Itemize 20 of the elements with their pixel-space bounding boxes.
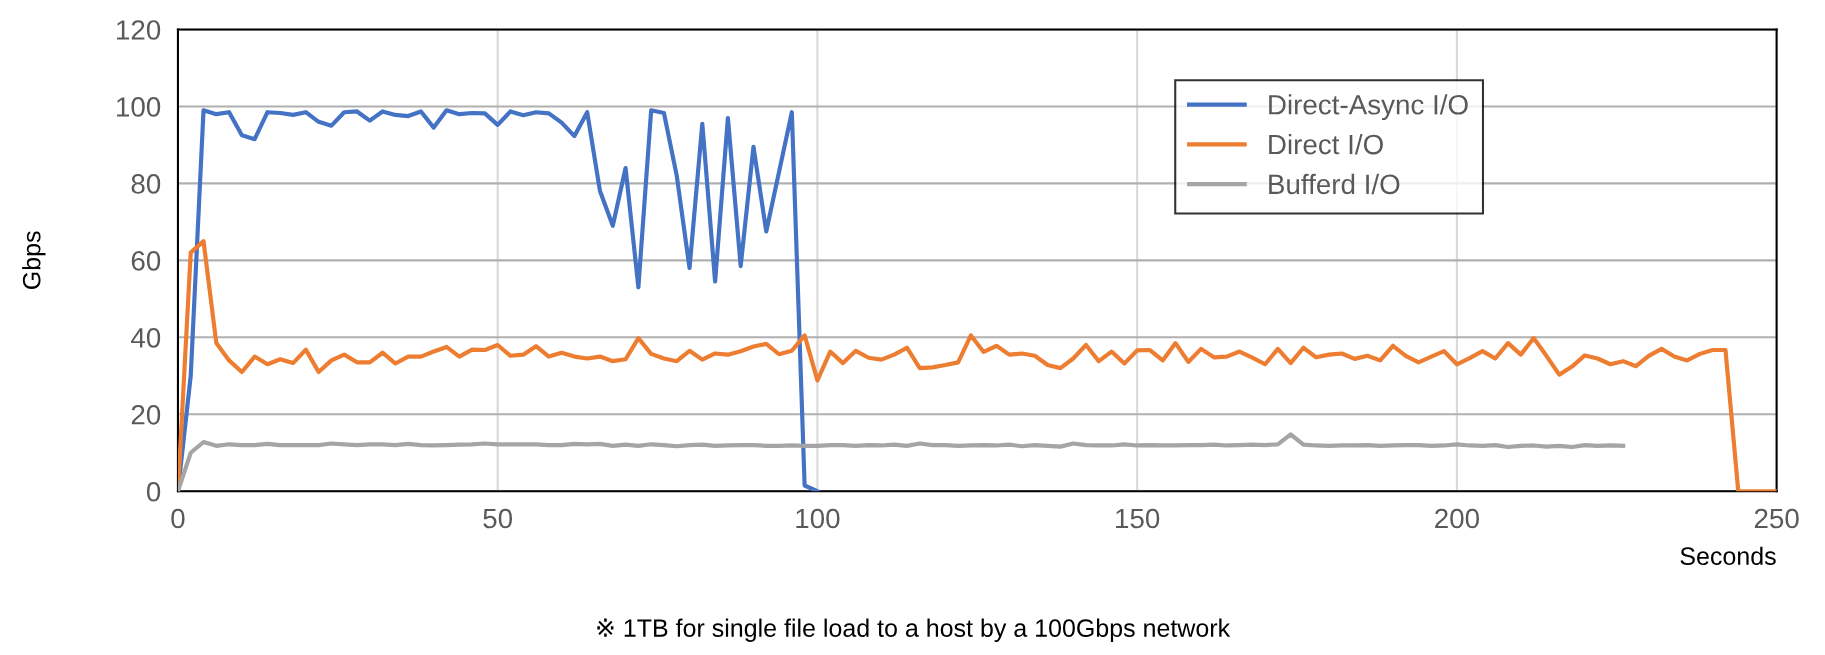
- y-tick-label: 100: [117, 97, 161, 117]
- y-tick-label: 20: [131, 404, 161, 425]
- legend-label: Direct I/O: [1269, 133, 1383, 155]
- x-tick-label: 0: [171, 508, 185, 529]
- x-tick-label: 200: [1435, 508, 1479, 529]
- text: ※ 1TB for single file load to a host by a 100Gbps network: [597, 618, 1231, 642]
- y-tick-label: 60: [131, 251, 161, 271]
- y-axis-title: Gbps: [22, 231, 46, 289]
- x-tick-label: 250: [1754, 508, 1799, 529]
- y-tick-label: 120: [117, 20, 161, 40]
- x-axis-title: Seconds: [1680, 546, 1776, 566]
- x-tick-label: 100: [796, 508, 840, 529]
- legend-label: Bufferd I/O: [1269, 173, 1400, 195]
- y-tick-label: 80: [131, 174, 161, 194]
- y-tick-label: 40: [131, 327, 161, 348]
- y-tick-label: 0: [146, 481, 161, 502]
- x-tick-label: 150: [1116, 508, 1160, 529]
- line-series: [177, 432, 1626, 492]
- x-tick-label: 50: [483, 508, 513, 529]
- legend-label: Direct-Async I/O: [1269, 94, 1468, 121]
